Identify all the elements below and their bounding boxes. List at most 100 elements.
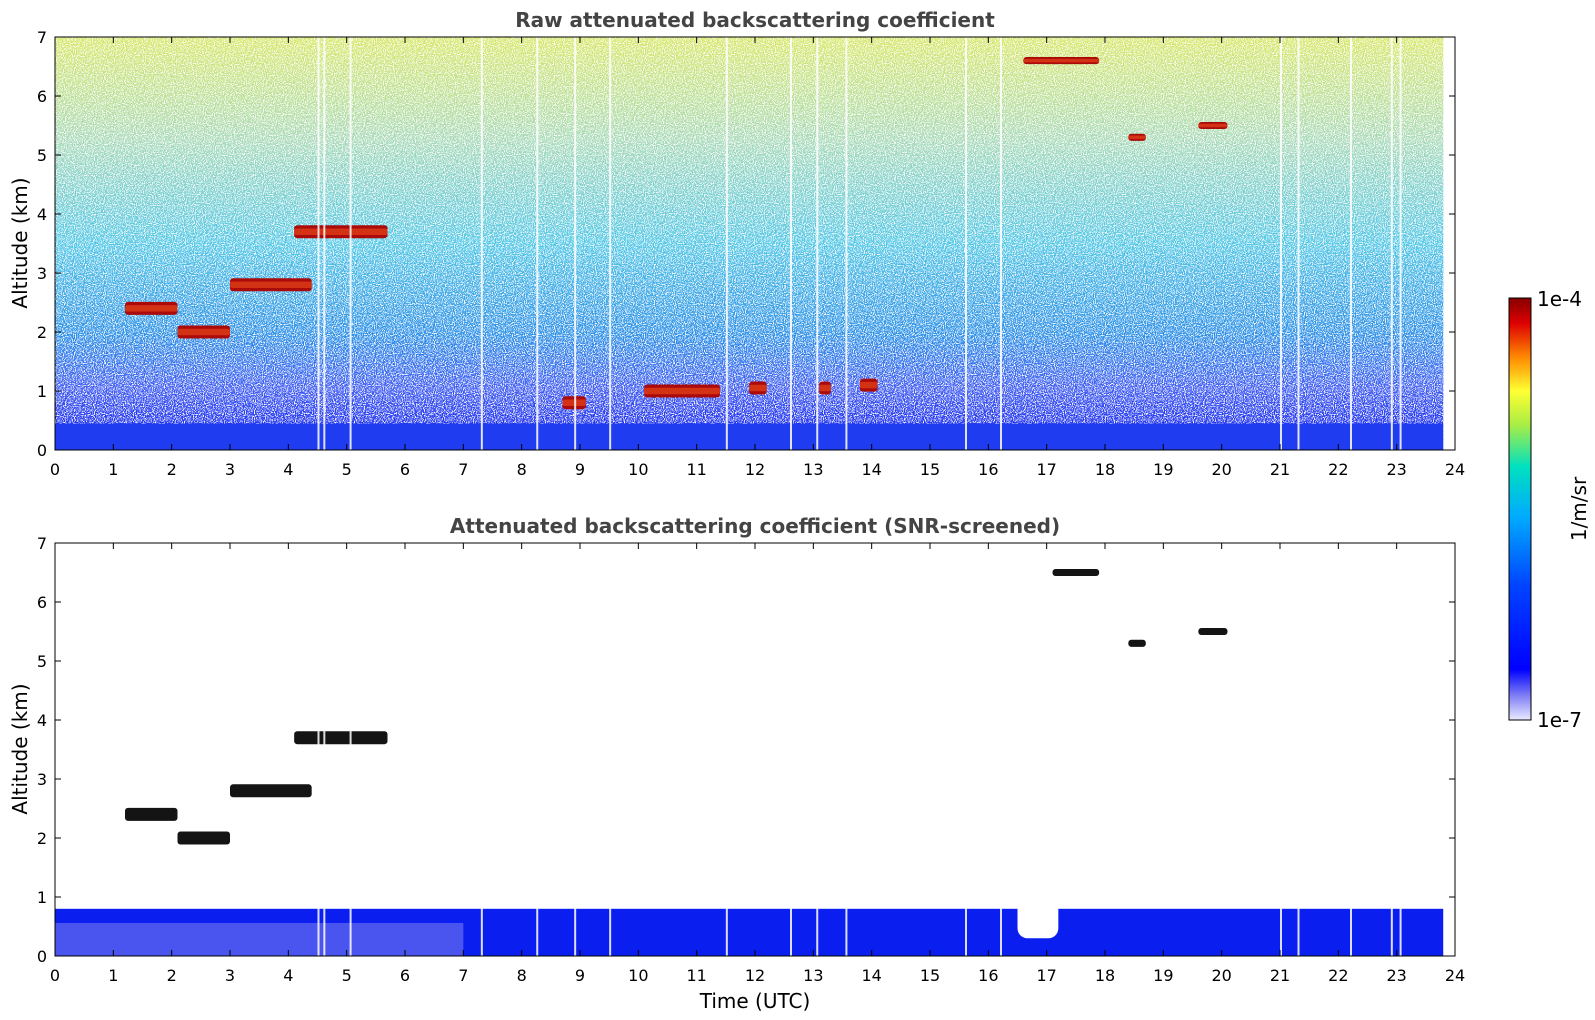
y-tick-label: 0 bbox=[37, 947, 47, 966]
missing-data-column bbox=[1390, 37, 1393, 450]
missing-data-column bbox=[725, 37, 728, 450]
x-tick-label: 5 bbox=[342, 966, 352, 985]
missing-data-column bbox=[609, 543, 612, 956]
missing-data-column bbox=[536, 37, 539, 450]
y-tick-label: 3 bbox=[37, 264, 47, 283]
missing-data-column bbox=[317, 543, 320, 956]
x-tick-label: 22 bbox=[1328, 966, 1348, 985]
cloud-core bbox=[819, 384, 831, 392]
missing-data-column bbox=[317, 37, 320, 450]
raw-heatmap bbox=[55, 37, 1455, 450]
missing-data-column bbox=[790, 543, 792, 956]
x-axis-label: Time (UTC) bbox=[699, 989, 811, 1013]
x-tick-label: 15 bbox=[920, 460, 940, 479]
y-tick-label: 7 bbox=[37, 534, 47, 553]
missing-data-column bbox=[725, 543, 728, 956]
missing-data-column bbox=[1390, 543, 1393, 956]
x-tick-label: 24 bbox=[1445, 460, 1465, 479]
x-tick-label: 1 bbox=[108, 966, 118, 985]
y-tick-label: 7 bbox=[37, 28, 47, 47]
x-tick-label: 19 bbox=[1153, 966, 1173, 985]
x-tick-label: 4 bbox=[283, 966, 293, 985]
screened-panel: Attenuated backscattering coefficient (S… bbox=[8, 514, 1465, 1013]
screened-features bbox=[55, 543, 1455, 956]
cloud-core bbox=[1128, 135, 1146, 140]
x-tick-label: 9 bbox=[575, 460, 585, 479]
raw-features bbox=[55, 37, 1455, 450]
cloud-layer bbox=[294, 731, 388, 745]
cirrus-layer bbox=[1198, 627, 1228, 636]
x-tick-label: 5 bbox=[342, 460, 352, 479]
x-tick-label: 9 bbox=[575, 966, 585, 985]
x-tick-label: 8 bbox=[517, 966, 527, 985]
missing-data-column bbox=[1000, 37, 1002, 450]
missing-data-column bbox=[790, 37, 792, 450]
x-tick-label: 13 bbox=[803, 966, 823, 985]
missing-data-column bbox=[1280, 37, 1282, 450]
missing-data-column bbox=[609, 37, 612, 450]
cloud-core bbox=[562, 399, 586, 407]
y-tick-label: 6 bbox=[37, 87, 47, 106]
missing-data-column bbox=[816, 543, 819, 956]
x-tick-label: 2 bbox=[167, 966, 177, 985]
y-tick-label: 1 bbox=[37, 888, 47, 907]
x-tick-label: 20 bbox=[1211, 460, 1231, 479]
missing-data-column bbox=[1399, 543, 1402, 956]
no-data-strip bbox=[1443, 37, 1455, 450]
raw-y-axis-label: Altitude (km) bbox=[8, 177, 32, 308]
x-tick-label: 13 bbox=[803, 460, 823, 479]
missing-data-column bbox=[480, 37, 483, 450]
signal-gap bbox=[1017, 879, 1059, 939]
y-tick-label: 3 bbox=[37, 770, 47, 789]
cloud-core bbox=[749, 384, 767, 392]
colorbar-min-label: 1e-7 bbox=[1537, 708, 1582, 732]
x-tick-label: 21 bbox=[1270, 966, 1290, 985]
x-tick-label: 16 bbox=[978, 460, 998, 479]
colorbar-max-label: 1e-4 bbox=[1537, 287, 1582, 311]
cloud-core bbox=[230, 281, 312, 289]
y-tick-label: 4 bbox=[37, 711, 47, 730]
missing-data-column bbox=[845, 543, 848, 956]
x-tick-label: 3 bbox=[225, 966, 235, 985]
x-tick-label: 14 bbox=[861, 460, 881, 479]
x-tick-label: 21 bbox=[1270, 460, 1290, 479]
missing-data-column bbox=[1350, 543, 1352, 956]
cloud-core bbox=[294, 228, 388, 235]
missing-data-column bbox=[536, 543, 539, 956]
missing-data-column bbox=[845, 37, 848, 450]
cloud-core bbox=[1198, 123, 1228, 128]
raw-surface-layer bbox=[55, 423, 1444, 450]
x-tick-label: 17 bbox=[1036, 460, 1056, 479]
y-tick-label: 0 bbox=[37, 441, 47, 460]
colorbar-unit-label: 1/m/sr bbox=[1567, 476, 1591, 541]
x-tick-label: 3 bbox=[225, 460, 235, 479]
x-tick-label: 19 bbox=[1153, 460, 1173, 479]
x-tick-label: 23 bbox=[1386, 966, 1406, 985]
x-tick-label: 23 bbox=[1386, 460, 1406, 479]
no-data-strip bbox=[1443, 543, 1455, 956]
x-tick-label: 6 bbox=[400, 460, 410, 479]
raw-panel: Raw attenuated backscattering coefficien… bbox=[8, 8, 1465, 479]
missing-data-column bbox=[574, 37, 577, 450]
y-tick-label: 2 bbox=[37, 829, 47, 848]
y-tick-label: 5 bbox=[37, 146, 47, 165]
screened-axes: 0 1 2 3 4 5 6 7 8 9 10 11 12 13 14 15 16 17 18 19 20 21 22 23 24… bbox=[37, 534, 1465, 985]
x-tick-label: 0 bbox=[50, 460, 60, 479]
screened-background bbox=[55, 543, 1455, 956]
x-tick-label: 1 bbox=[108, 460, 118, 479]
screened-y-axis-label: Altitude (km) bbox=[8, 683, 32, 814]
cirrus-layer bbox=[1052, 568, 1100, 577]
colorbar-gradient bbox=[1508, 297, 1532, 721]
missing-data-column bbox=[1399, 37, 1402, 450]
x-tick-label: 6 bbox=[400, 966, 410, 985]
x-tick-label: 10 bbox=[628, 966, 648, 985]
missing-data-column bbox=[1000, 543, 1002, 956]
x-tick-label: 20 bbox=[1211, 966, 1231, 985]
cloud-core bbox=[177, 328, 230, 336]
x-tick-label: 0 bbox=[50, 966, 60, 985]
y-tick-label: 6 bbox=[37, 593, 47, 612]
boundary-layer-band bbox=[55, 922, 464, 956]
x-tick-label: 12 bbox=[745, 460, 765, 479]
raw-noise-speckle bbox=[55, 37, 1455, 450]
